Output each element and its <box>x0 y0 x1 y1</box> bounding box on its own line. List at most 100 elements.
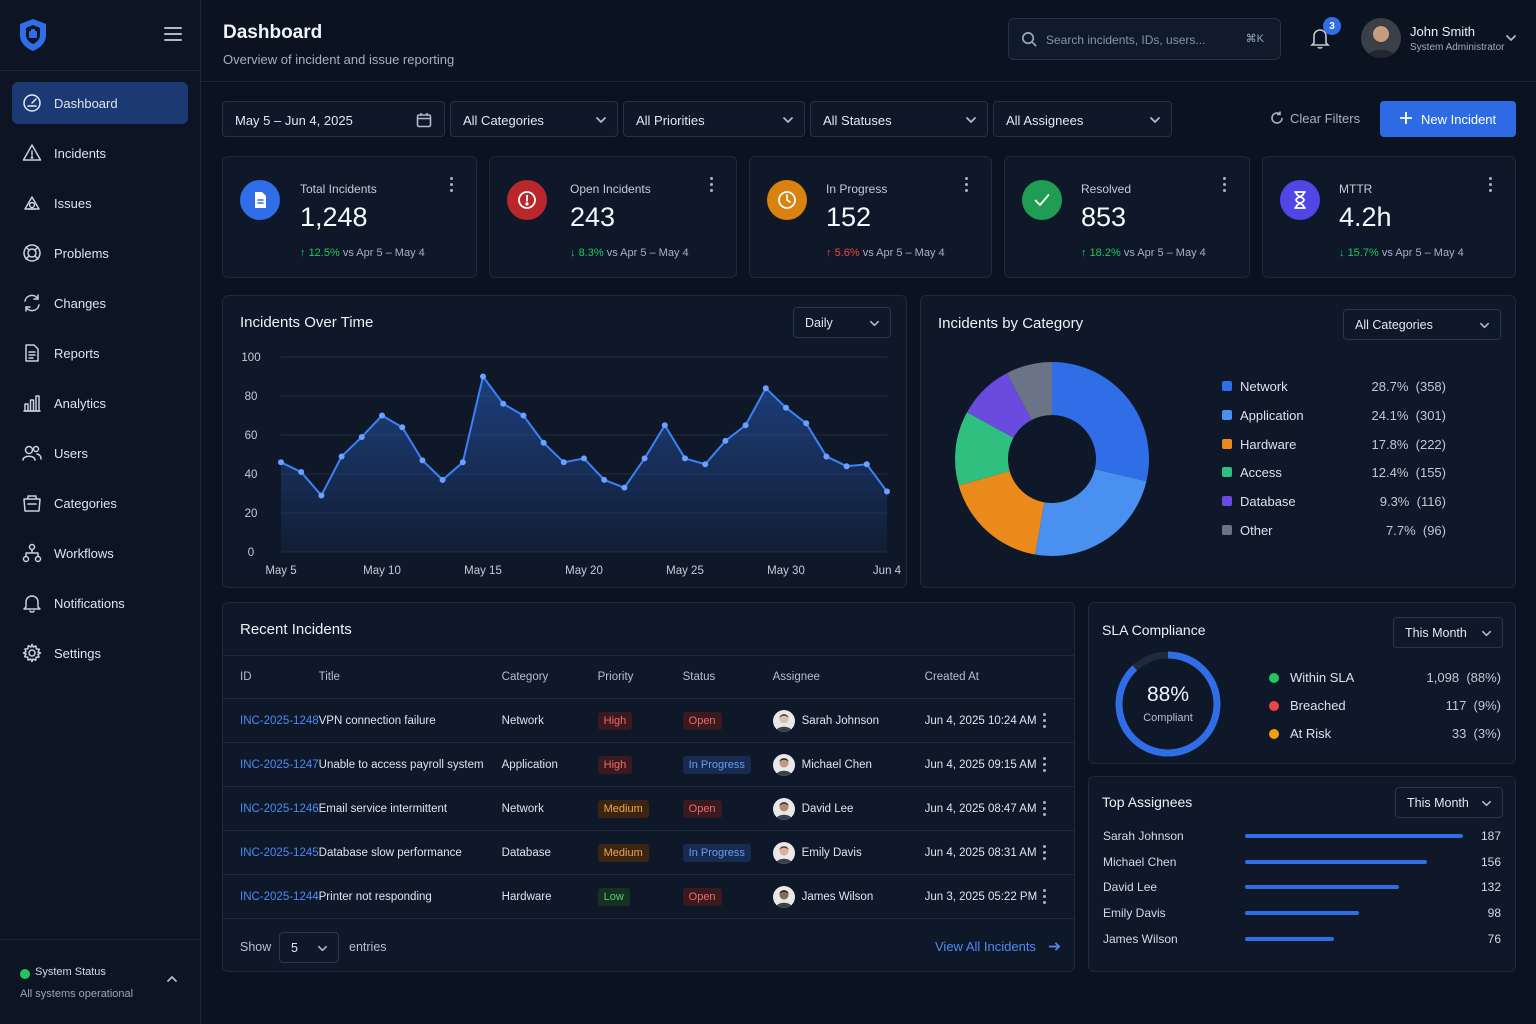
table-row[interactable]: INC-2025-1247 Unable to access payroll sy… <box>223 742 1075 787</box>
data-point[interactable] <box>560 459 567 466</box>
chevron-up-icon[interactable] <box>166 973 178 985</box>
sidebar-item-settings[interactable]: Settings <box>12 632 188 674</box>
pie-slice-network[interactable] <box>1052 362 1149 482</box>
assignee-row[interactable]: David Lee 132 <box>1103 880 1501 896</box>
data-point[interactable] <box>783 404 789 411</box>
more-options-icon[interactable] <box>450 177 454 193</box>
sidebar-item-workflows[interactable]: Workflows <box>12 532 188 574</box>
search-box[interactable]: ⌘K <box>1008 18 1281 60</box>
data-point[interactable] <box>823 453 830 460</box>
sidebar-item-issues[interactable]: Issues <box>12 182 188 224</box>
data-point[interactable] <box>540 439 547 446</box>
system-status[interactable]: System Status All systems operational <box>0 939 200 1024</box>
legend-item-other[interactable]: Other 7.7% (96) <box>1222 522 1446 540</box>
table-row[interactable]: INC-2025-1246 Email service intermittent N… <box>223 786 1075 831</box>
sidebar-item-dashboard[interactable]: Dashboard <box>12 82 188 124</box>
sidebar-item-problems[interactable]: Problems <box>12 232 188 274</box>
data-point[interactable] <box>661 422 668 429</box>
data-point[interactable] <box>621 484 628 491</box>
category-filter[interactable]: All Categories <box>450 101 618 137</box>
more-options-icon[interactable] <box>965 177 969 193</box>
assignee-filter[interactable]: All Assignees <box>993 101 1172 137</box>
stat-card-open-incidents[interactable]: Open Incidents 243 ↓ 8.3% vs Apr 5 – May 4 <box>489 156 737 278</box>
category-chart-select[interactable]: All Categories <box>1343 309 1501 340</box>
legend-item-hardware[interactable]: Hardware 17.8% (222) <box>1222 436 1446 454</box>
data-point[interactable] <box>338 453 345 460</box>
user-menu[interactable]: John Smith System Administrator <box>1361 18 1521 62</box>
page-size-select[interactable]: 5 <box>279 932 339 963</box>
assignee-row[interactable]: Michael Chen 156 <box>1103 855 1501 871</box>
status-filter[interactable]: All Statuses <box>810 101 988 137</box>
priority-filter[interactable]: All Priorities <box>623 101 805 137</box>
incident-id-link[interactable]: INC-2025-1247 <box>240 758 319 771</box>
table-row[interactable]: INC-2025-1248 VPN connection failure Netwo… <box>223 698 1075 743</box>
column-header-title[interactable]: Title <box>318 655 502 699</box>
data-point[interactable] <box>358 433 365 440</box>
new-incident-button[interactable]: New Incident <box>1380 101 1516 137</box>
data-point[interactable] <box>318 492 325 499</box>
incident-id-link[interactable]: INC-2025-1244 <box>240 890 319 903</box>
data-point[interactable] <box>722 437 729 444</box>
data-point[interactable] <box>702 461 709 468</box>
incident-id-link[interactable]: INC-2025-1246 <box>240 802 319 815</box>
data-point[interactable] <box>419 457 426 464</box>
column-header-status[interactable]: Status <box>682 655 773 699</box>
stat-card-mttr[interactable]: MTTR 4.2h ↓ 15.7% vs Apr 5 – May 4 <box>1262 156 1516 278</box>
sidebar-item-categories[interactable]: Categories <box>12 482 188 524</box>
legend-item-application[interactable]: Application 24.1% (301) <box>1222 407 1446 425</box>
more-options-icon[interactable] <box>1042 888 1047 905</box>
data-point[interactable] <box>520 412 527 419</box>
column-header-created-at[interactable]: Created At <box>924 655 1043 699</box>
data-point[interactable] <box>803 420 810 427</box>
data-point[interactable] <box>742 422 749 429</box>
shield-logo-icon[interactable] <box>18 18 48 52</box>
pie-slice-access[interactable] <box>955 412 1014 486</box>
stat-card-resolved[interactable]: Resolved 853 ↑ 18.2% vs Apr 5 – May 4 <box>1004 156 1250 278</box>
data-point[interactable] <box>581 455 587 462</box>
table-row[interactable]: INC-2025-1244 Printer not responding Hardw… <box>223 874 1075 919</box>
data-point[interactable] <box>884 488 890 495</box>
data-point[interactable] <box>601 476 608 483</box>
sidebar-item-users[interactable]: Users <box>12 432 188 474</box>
pie-slice-hardware[interactable] <box>958 471 1045 555</box>
pie-slice-database[interactable] <box>967 373 1032 438</box>
incident-id-link[interactable]: INC-2025-1245 <box>240 846 319 859</box>
more-options-icon[interactable] <box>1042 756 1047 773</box>
more-options-icon[interactable] <box>1042 712 1047 729</box>
data-point[interactable] <box>439 476 446 483</box>
view-all-incidents-link[interactable]: View All Incidents <box>935 939 1061 954</box>
column-header-priority[interactable]: Priority <box>597 655 683 699</box>
data-point[interactable] <box>863 461 870 468</box>
data-point[interactable] <box>843 463 850 470</box>
table-row[interactable]: INC-2025-1245 Database slow performance Da… <box>223 830 1075 875</box>
data-point[interactable] <box>480 373 486 380</box>
incident-id-link[interactable]: INC-2025-1248 <box>240 714 319 727</box>
date-range-filter[interactable]: May 5 – Jun 4, 2025 <box>222 101 445 137</box>
column-header-assignee[interactable]: Assignee <box>772 655 925 699</box>
assignee-row[interactable]: James Wilson 76 <box>1103 932 1501 948</box>
legend-item-access[interactable]: Access 12.4% (155) <box>1222 464 1446 482</box>
sidebar-item-notifications[interactable]: Notifications <box>12 582 188 624</box>
data-point[interactable] <box>278 459 284 466</box>
data-point[interactable] <box>682 455 688 462</box>
data-point[interactable] <box>399 424 406 431</box>
clear-filters-button[interactable]: Clear Filters <box>1270 111 1360 126</box>
data-point[interactable] <box>762 385 769 392</box>
sidebar-item-changes[interactable]: Changes <box>12 282 188 324</box>
legend-item-database[interactable]: Database 9.3% (116) <box>1222 493 1446 511</box>
assignee-row[interactable]: Emily Davis 98 <box>1103 906 1501 922</box>
more-options-icon[interactable] <box>1042 844 1047 861</box>
sidebar-item-analytics[interactable]: Analytics <box>12 382 188 424</box>
data-point[interactable] <box>298 469 305 476</box>
data-point[interactable] <box>641 455 648 462</box>
data-point[interactable] <box>379 412 385 419</box>
stat-card-in-progress[interactable]: In Progress 152 ↑ 5.6% vs Apr 5 – May 4 <box>749 156 992 278</box>
assignees-period-select[interactable]: This Month <box>1395 787 1503 818</box>
sidebar-item-reports[interactable]: Reports <box>12 332 188 374</box>
data-point[interactable] <box>459 459 466 466</box>
sla-period-select[interactable]: This Month <box>1393 617 1503 648</box>
more-options-icon[interactable] <box>1489 177 1493 193</box>
pie-slice-application[interactable] <box>1034 469 1147 556</box>
stat-card-total-incidents[interactable]: Total Incidents 1,248 ↑ 12.5% vs Apr 5 – M… <box>222 156 477 278</box>
column-header-id[interactable]: ID <box>223 655 319 699</box>
